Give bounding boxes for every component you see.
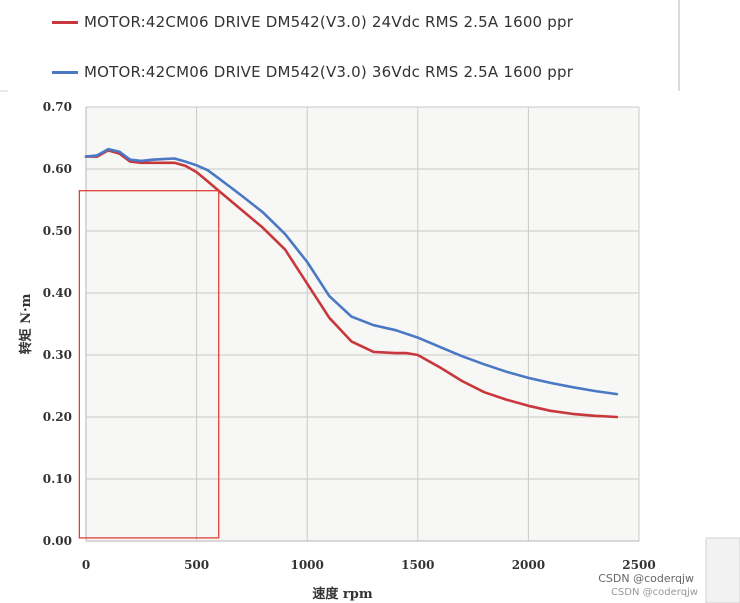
y-axis-title: 转矩 N·m bbox=[18, 293, 34, 354]
grid-lines bbox=[85, 106, 640, 542]
legend-entry-24vdc: MOTOR:42CM06 DRIVE DM542(V3.0) 24Vdc RMS… bbox=[52, 12, 573, 32]
legend-swatch-24vdc bbox=[52, 20, 78, 24]
y-tick-label: 0.70 bbox=[43, 100, 72, 114]
series-lines bbox=[84, 147, 619, 419]
y-tick-label: 0.50 bbox=[43, 224, 72, 238]
x-tick-label: 0 bbox=[82, 558, 90, 572]
x-axis-title: 速度 rpm bbox=[312, 586, 372, 602]
series-line-36vdc bbox=[84, 147, 619, 396]
highlight-box bbox=[78, 190, 220, 539]
series-line-24vdc bbox=[84, 149, 619, 419]
y-tick-label: 0.40 bbox=[43, 286, 72, 300]
x-tick-label: 1500 bbox=[401, 558, 434, 572]
legend-entry-36vdc: MOTOR:42CM06 DRIVE DM542(V3.0) 36Vdc RMS… bbox=[52, 62, 573, 82]
x-tick-label: 2500 bbox=[622, 558, 655, 572]
y-tick-label: 0.10 bbox=[43, 472, 72, 486]
adjacent-panel bbox=[705, 537, 740, 603]
plot-background bbox=[86, 107, 639, 541]
watermark-layer: CSDN @coderqjw CSDN @coderqjw bbox=[598, 572, 698, 598]
legend-swatch-36vdc bbox=[52, 70, 78, 74]
y-tick-label: 0.20 bbox=[43, 410, 72, 424]
legend-label-36vdc: MOTOR:42CM06 DRIVE DM542(V3.0) 36Vdc RMS… bbox=[84, 63, 574, 81]
y-tick-label: 0.00 bbox=[43, 534, 72, 548]
y-tick-label: 0.60 bbox=[43, 162, 72, 176]
x-tick-label: 2000 bbox=[512, 558, 545, 572]
annotations bbox=[78, 190, 220, 539]
legend-label-24vdc: MOTOR:42CM06 DRIVE DM542(V3.0) 24Vdc RMS… bbox=[84, 13, 574, 31]
x-tick-label: 500 bbox=[184, 558, 209, 572]
watermark-text-secondary: CSDN @coderqjw bbox=[611, 587, 698, 598]
axis-titles: 速度 rpm 转矩 N·m bbox=[18, 293, 373, 602]
y-tick-label: 0.30 bbox=[43, 348, 72, 362]
tick-labels: 0.00 0.10 0.20 0.30 0.40 0.50 0.60 0.70 0 500 1000… bbox=[43, 100, 656, 572]
x-tick-label: 1000 bbox=[290, 558, 323, 572]
watermark-text: CSDN @coderqjw bbox=[598, 572, 694, 585]
